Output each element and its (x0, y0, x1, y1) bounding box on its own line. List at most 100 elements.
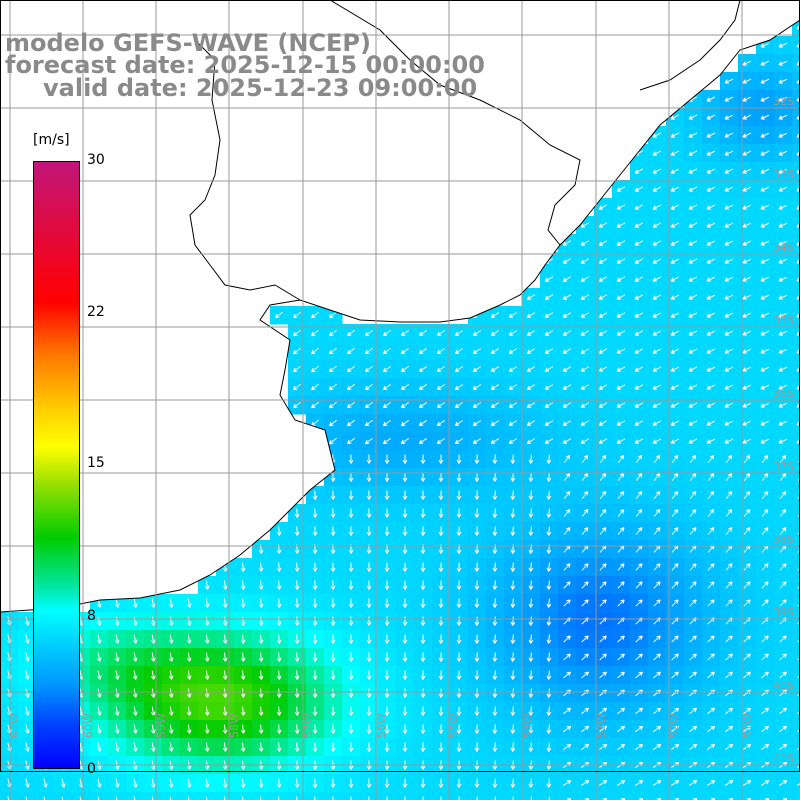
wind-arrow (598, 276, 608, 282)
wind-arrow (456, 724, 462, 734)
wind-arrow (617, 725, 626, 733)
wind-cell (126, 792, 145, 800)
wind-arrow (508, 366, 518, 372)
wind-arrow (779, 491, 787, 499)
wind-arrow (366, 778, 372, 788)
wind-arrow (707, 599, 715, 607)
wind-arrow (760, 186, 770, 192)
wind-arrow (778, 240, 788, 246)
wind-arrow (420, 778, 426, 788)
coastline (0, 19, 800, 613)
wind-arrow (599, 599, 607, 607)
wind-arrow (743, 491, 751, 499)
wind-arrow (293, 329, 301, 337)
wind-arrow (384, 472, 390, 482)
wind-arrow (294, 634, 300, 644)
wind-cell (378, 792, 397, 800)
wind-arrow (742, 60, 752, 66)
wind-cell (792, 558, 800, 577)
wind-arrow (366, 616, 372, 626)
wind-arrow (544, 420, 554, 426)
wind-arrow (384, 724, 390, 734)
wind-arrow (310, 401, 319, 409)
wind-arrow (617, 491, 625, 499)
wind-arrow (760, 348, 770, 354)
wind-arrow (761, 671, 769, 679)
wind-arrow (724, 78, 734, 84)
wind-arrow (258, 724, 264, 734)
wind-cell (666, 792, 685, 800)
wind-arrow (742, 222, 752, 228)
wind-arrow (724, 258, 734, 264)
wind-arrow (725, 599, 733, 607)
wind-arrow (707, 653, 715, 661)
wind-arrow (634, 330, 644, 336)
wind-arrow (402, 472, 408, 482)
wind-arrow (670, 240, 680, 246)
wind-arrow (670, 168, 680, 174)
wind-arrow (474, 472, 480, 482)
wind-arrow (634, 366, 644, 372)
wind-arrow (25, 706, 30, 716)
wind-arrow (490, 384, 500, 390)
wind-arrow (746, 798, 752, 800)
wind-arrow (528, 724, 534, 734)
wind-arrow (258, 652, 264, 662)
wind-arrow (204, 670, 210, 680)
wind-arrow (384, 598, 390, 608)
wind-arrow (581, 472, 589, 481)
wind-arrow (418, 384, 427, 391)
wind-arrow (562, 420, 572, 426)
wind-cell (792, 234, 800, 253)
wind-arrow (779, 635, 787, 643)
wind-cell (198, 792, 217, 800)
wind-arrow (330, 490, 336, 500)
wind-arrow (797, 675, 800, 679)
wind-arrow (132, 634, 138, 644)
wind-arrow (581, 599, 589, 607)
wind-arrow (402, 490, 408, 500)
wind-arrow (652, 258, 662, 264)
wind-arrow (492, 598, 498, 608)
wind-arrow (797, 621, 800, 625)
wind-arrow (546, 562, 552, 572)
wind-arrow (312, 490, 318, 500)
wind-arrow (97, 796, 100, 800)
wind-arrow (562, 276, 572, 282)
wind-arrow (456, 634, 462, 644)
wind-arrow (635, 743, 644, 751)
wind-arrow (562, 330, 572, 336)
wind-cell (486, 792, 505, 800)
wind-arrow (617, 454, 625, 463)
wind-arrow (312, 562, 318, 572)
wind-arrow (132, 670, 138, 680)
wind-arrow (689, 707, 698, 715)
wind-arrow (546, 616, 552, 626)
wind-arrow (616, 294, 626, 300)
wind-arrow (760, 780, 770, 786)
wind-arrow (204, 778, 210, 788)
wind-arrow (692, 798, 698, 800)
wind-arrow (276, 562, 282, 572)
wind-arrow (276, 652, 282, 662)
wind-arrow (760, 330, 770, 336)
wind-arrow (346, 419, 355, 427)
colorbar (33, 161, 80, 769)
wind-arrow (544, 276, 554, 282)
wind-arrow (350, 796, 352, 800)
wind-arrow (598, 348, 608, 354)
wind-arrow (294, 580, 300, 590)
wind-arrow (562, 258, 572, 264)
wind-arrow (670, 222, 680, 228)
wind-arrow (724, 780, 734, 786)
wind-arrow (598, 222, 608, 228)
wind-arrow (508, 312, 518, 318)
wind-arrow (364, 329, 373, 337)
wind-arrow (420, 634, 426, 644)
wind-arrow (546, 508, 552, 518)
wind-arrow (620, 798, 626, 800)
wind-arrow (581, 581, 589, 589)
wind-arrow (276, 670, 282, 680)
wind-arrow (510, 742, 516, 752)
wind-arrow (348, 580, 354, 590)
